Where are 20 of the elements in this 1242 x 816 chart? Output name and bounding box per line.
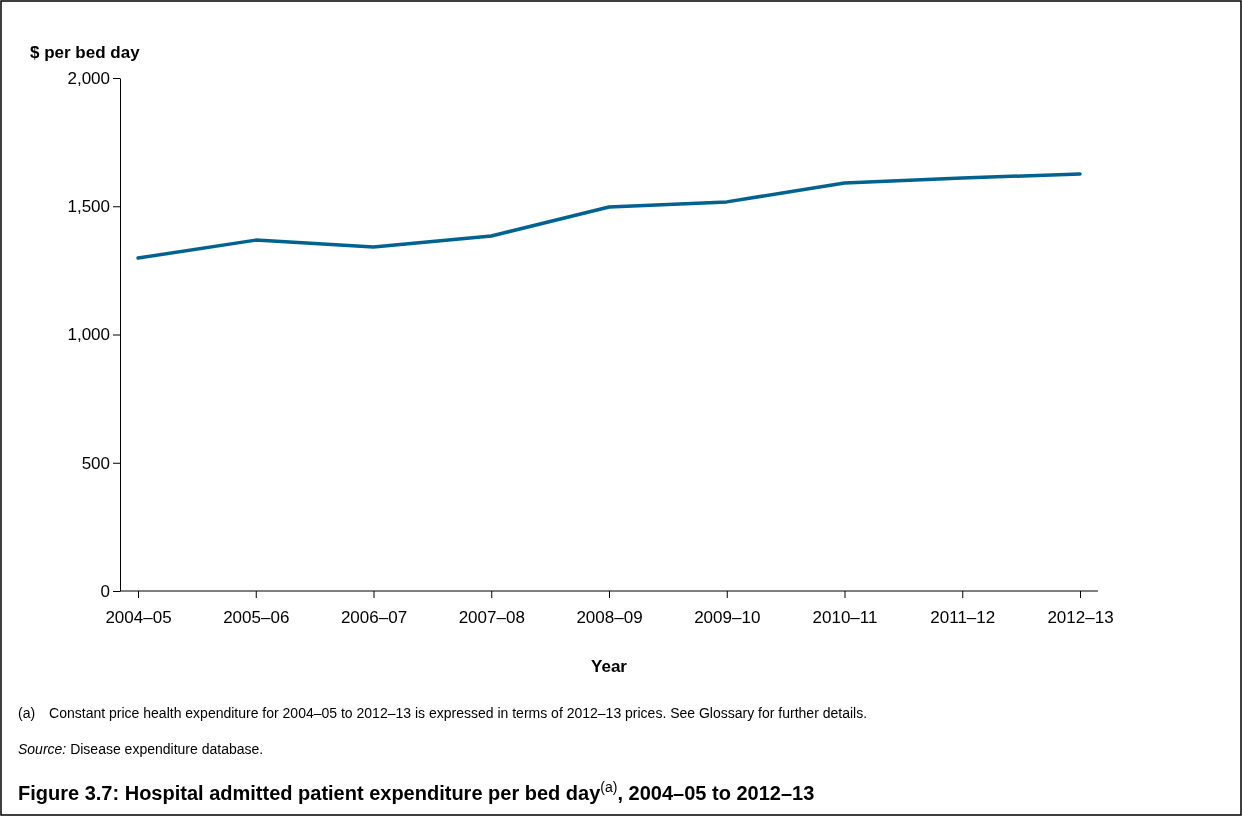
- y-tick-label: 2,000: [67, 68, 110, 88]
- x-tick-label: 2012–13: [1047, 608, 1114, 628]
- x-tick-label: 2004–05: [105, 608, 172, 628]
- x-tick-label: 2005–06: [223, 608, 290, 628]
- x-tick-label: 2007–08: [458, 608, 525, 628]
- y-tick-label: 1,000: [67, 325, 110, 345]
- x-tick-label: 2011–12: [930, 608, 996, 628]
- source-note: Source: Disease expenditure database.: [18, 741, 264, 757]
- y-tick-label: 500: [81, 453, 110, 473]
- x-tick-label: 2008–09: [576, 608, 643, 628]
- x-tick-label: 2009–10: [694, 608, 761, 628]
- line-series: [136, 172, 1082, 260]
- text: (a) Constant price health expenditure for 2004–05 to 2012–13 is expressed in terms of 2012–13 prices. See Glossary for further details.: [18, 705, 868, 721]
- y-tick-label: 0: [100, 581, 110, 601]
- x-tick-label: 2010–11: [812, 608, 878, 628]
- x-axis-title: Year: [591, 657, 628, 676]
- x-tick-label: 2006–07: [340, 608, 408, 628]
- y-tick-label: 1,500: [67, 197, 110, 217]
- y-axis-title: $ per bed day: [30, 43, 141, 62]
- text: Figure 3.7: Hospital admitted patient expenditure per bed day$^{(a)}$, 2004–05 to 2012–13: [18, 779, 815, 804]
